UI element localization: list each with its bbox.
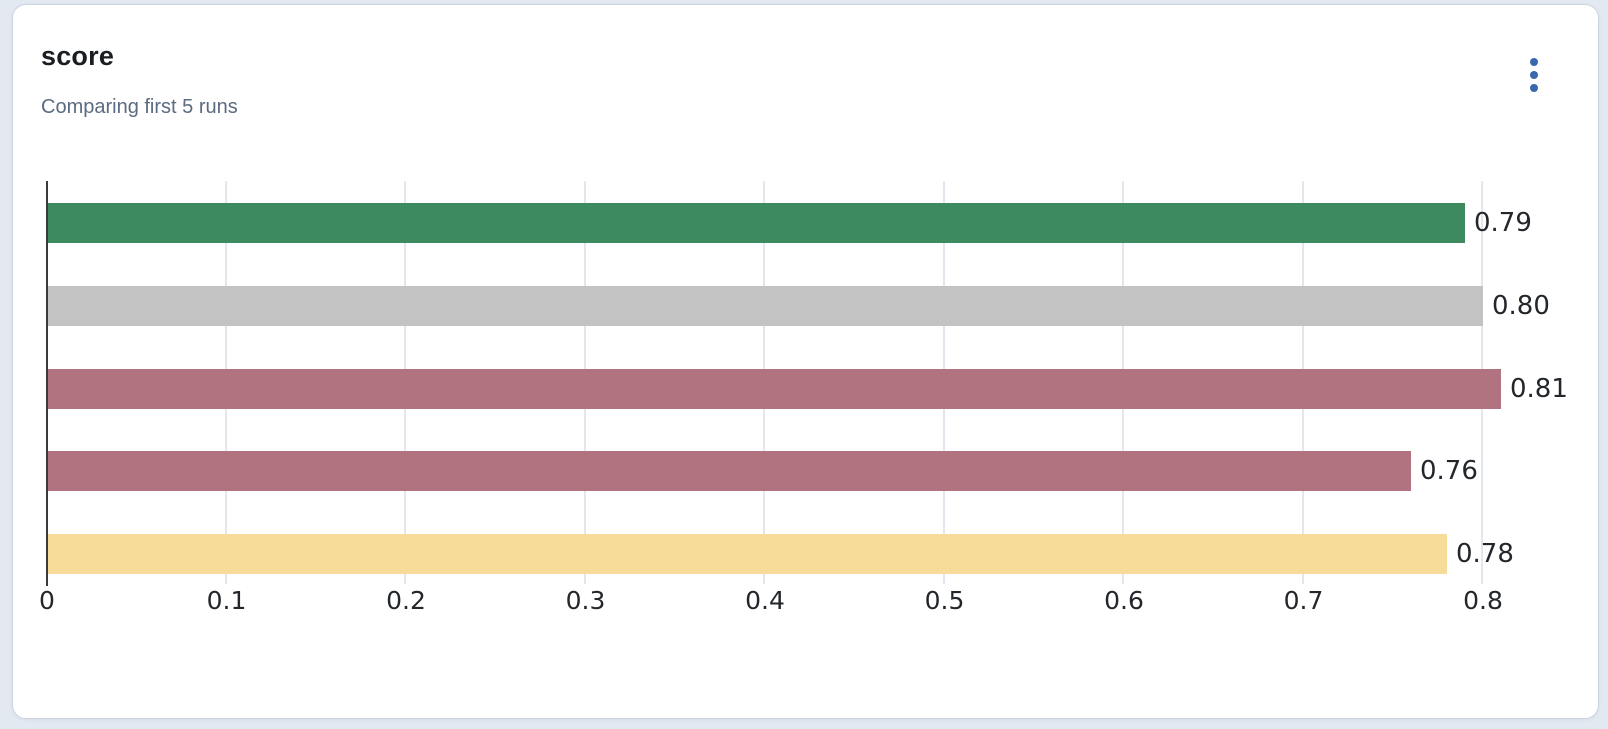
plot-area: 0 0.1 0.2 0.3 0.4 0.5 0.6 0.7 0.8 0.79 0.80 0.81 0.7… xyxy=(13,5,1598,718)
bar-value-label: 0.80 xyxy=(1492,291,1550,321)
kebab-menu-icon xyxy=(1530,58,1538,92)
x-tick-label: 0.2 xyxy=(386,586,426,615)
x-tick-label: 0.6 xyxy=(1104,586,1144,615)
x-tick-label: 0.1 xyxy=(206,586,247,615)
panel-title: score xyxy=(41,41,115,71)
bar-value-label: 0.76 xyxy=(1420,456,1478,486)
bar-value-label: 0.81 xyxy=(1510,374,1568,404)
bar-run-2[interactable] xyxy=(48,286,1483,326)
x-tick-label: 0 xyxy=(39,586,55,615)
chart-panel: score Comparing first 5 runs 0 0.1 0.2 0.3 0… xyxy=(12,4,1599,719)
x-tick-label: 0.8 xyxy=(1463,586,1503,615)
panel-menu-button[interactable] xyxy=(1513,49,1555,101)
x-tick-label: 0.3 xyxy=(565,586,606,615)
bar-value-label: 0.79 xyxy=(1474,208,1532,238)
bar-run-5[interactable] xyxy=(48,534,1447,574)
bar-run-4[interactable] xyxy=(48,451,1411,491)
x-tick-label: 0.5 xyxy=(924,586,965,615)
y-axis-line xyxy=(46,181,48,586)
x-tick-label: 0.4 xyxy=(745,586,785,615)
x-tick-label: 0.7 xyxy=(1283,586,1324,615)
bar-run-3[interactable] xyxy=(48,369,1501,409)
panel-subtitle: Comparing first 5 runs xyxy=(41,96,238,118)
bar-run-1[interactable] xyxy=(48,203,1465,243)
bar-value-label: 0.78 xyxy=(1456,539,1514,569)
